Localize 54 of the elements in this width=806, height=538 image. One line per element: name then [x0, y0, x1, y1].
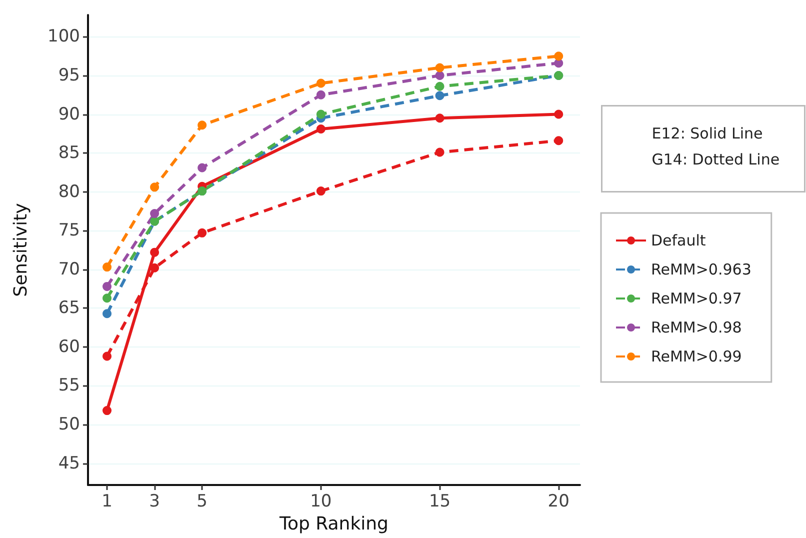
point [554, 110, 564, 119]
text: E12: Solid Line [652, 124, 763, 142]
x-axis-title: Top Ranking [278, 514, 388, 534]
text: G14: Dotted Line [652, 150, 780, 168]
point [198, 228, 207, 238]
y-tick-label: 50 [58, 414, 80, 435]
point [150, 248, 160, 257]
point [554, 136, 564, 146]
point [316, 186, 326, 196]
point [102, 309, 112, 318]
point [102, 282, 112, 291]
x-tick-label: 10 [310, 492, 332, 512]
y-tick-label: 60 [58, 336, 80, 357]
y-tick-label: 90 [58, 104, 80, 124]
point [102, 294, 112, 303]
y-tick-label: 45 [58, 453, 80, 474]
y-tick-label: 85 [58, 143, 80, 164]
x-tick-label: 15 [428, 492, 451, 512]
y-tick-label: 80 [58, 182, 80, 202]
point [150, 263, 160, 272]
point [435, 70, 444, 80]
point [150, 182, 160, 192]
y-tick-label: 95 [58, 65, 80, 86]
y-axis-title: Sensitivity [10, 202, 32, 297]
point [102, 352, 112, 361]
y-tick-label: 65 [58, 298, 80, 318]
point [435, 63, 444, 72]
point [150, 209, 160, 218]
y-tick-label: 70 [58, 259, 80, 280]
point [102, 262, 112, 272]
y-tick-label: 75 [58, 220, 80, 241]
point [435, 91, 444, 100]
x-tick-label: 3 [149, 492, 160, 512]
y-tick-label: 100 [48, 26, 80, 47]
point [554, 52, 564, 61]
point [198, 163, 207, 172]
legend-label: ReMM>0.963 [651, 260, 752, 278]
point [316, 90, 326, 100]
x-tick-label: 5 [196, 492, 208, 512]
legend-label: ReMM>0.99 [651, 348, 742, 366]
point [435, 114, 444, 123]
point [316, 110, 326, 119]
point [316, 124, 326, 134]
x-tick-label: 1 [102, 492, 112, 512]
y-tick-label: 55 [58, 376, 80, 396]
point [102, 406, 112, 416]
point [316, 78, 326, 88]
x-tick-label: 20 [548, 492, 570, 512]
point [435, 148, 444, 157]
legend-label: ReMM>0.98 [651, 318, 742, 336]
legend-label: ReMM>0.97 [651, 290, 742, 308]
point [435, 82, 444, 91]
point [198, 120, 207, 130]
legend-label: Default [651, 232, 706, 250]
